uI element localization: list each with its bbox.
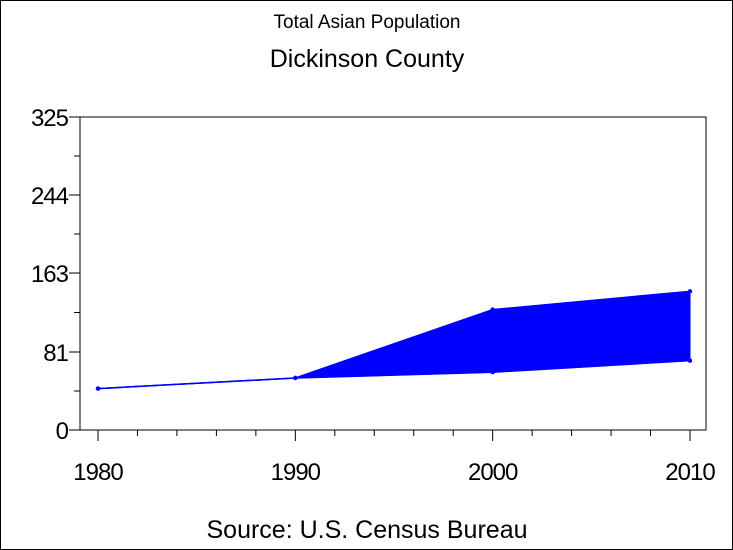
data-point-upper-1980 [95, 386, 101, 391]
data-point-upper-2010 [687, 289, 693, 294]
y-tick-label: 163 [31, 261, 69, 288]
x-tick-label: 2000 [468, 459, 518, 486]
y-tick-label: 244 [31, 183, 69, 210]
area-band [97, 290, 691, 390]
chart-title: Dickinson County [270, 45, 465, 73]
y-axis: 0 81 163 244 325 [31, 105, 80, 445]
data-point-lower-2000 [490, 370, 495, 375]
series-line-upper [97, 290, 691, 390]
y-tick-label: 325 [31, 105, 69, 132]
x-axis: 1980 1990 2000 2010 [73, 430, 716, 486]
chart-subtitle: Total Asian Population [274, 12, 461, 33]
area-layer [97, 290, 691, 390]
y-tick-label: 81 [43, 340, 68, 367]
data-point-upper-1990 [293, 375, 298, 381]
x-tick-label: 1990 [271, 459, 321, 486]
x-tick-label: 2010 [665, 459, 715, 486]
data-point-lower-2010 [687, 358, 693, 363]
source-note: Source: U.S. Census Bureau [207, 516, 528, 544]
plot-area [79, 116, 707, 431]
x-tick-label: 1980 [73, 459, 123, 486]
line-layer [97, 290, 691, 390]
point-layer [95, 289, 693, 391]
y-tick-label: 0 [56, 418, 69, 445]
data-point-upper-2000 [490, 307, 495, 312]
